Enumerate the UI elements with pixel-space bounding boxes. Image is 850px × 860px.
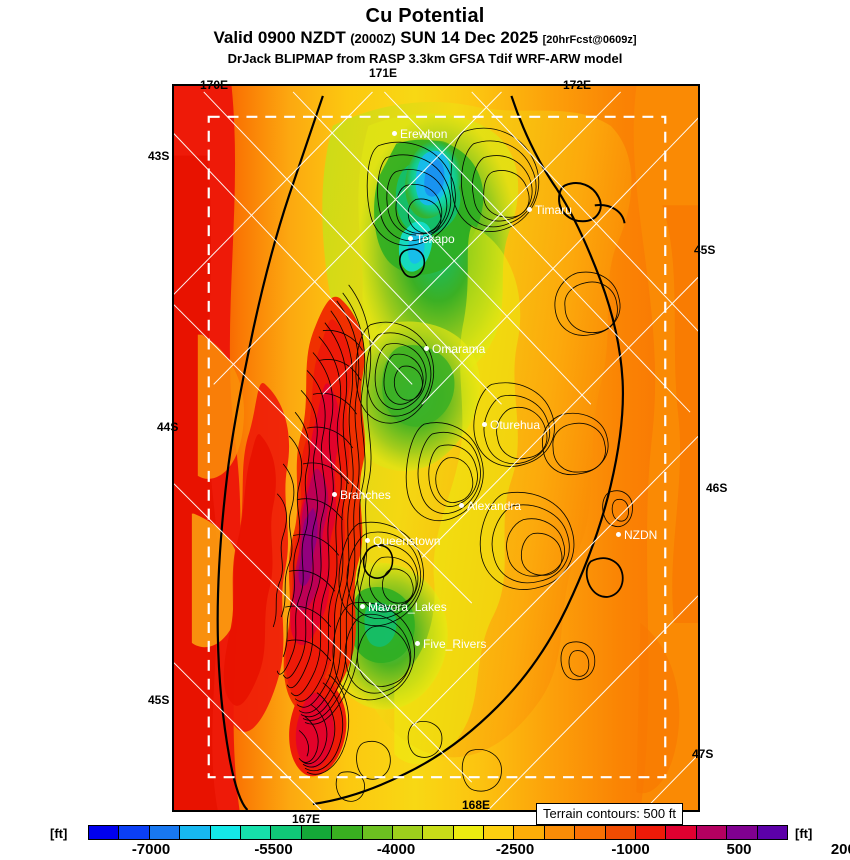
lat-46s-right: 46S [706, 481, 728, 495]
city-dot-icon [392, 130, 397, 136]
lon-167e-bottom: 167E [292, 812, 321, 826]
model-description: DrJack BLIPMAP from RASP 3.3km GFSA Tdif… [227, 51, 623, 66]
colorbar-tick-6: 2000 [830, 841, 850, 858]
city-dot-icon [360, 603, 365, 609]
city-dot-icon [527, 206, 532, 212]
city-label: Timaru [535, 202, 572, 217]
city-marker[interactable]: Alexandra [459, 499, 521, 512]
colorbar-segment-22 [757, 826, 787, 839]
lon-172e-top: 172E [563, 78, 592, 92]
city-marker[interactable]: NZDN [616, 528, 657, 541]
lat-43s-left: 43S [148, 149, 170, 163]
lat-44s-left: 44S [157, 420, 179, 434]
colorbar-tick-5: 500 [726, 841, 752, 858]
city-dot-icon [415, 640, 420, 646]
lat-45s-left: 45S [148, 693, 170, 707]
valid-time-local: Valid 0900 NZDT [213, 28, 346, 47]
city-label: Omarama [432, 341, 486, 356]
city-label: Branches [340, 487, 391, 502]
lon-171e-top: 171E [369, 66, 398, 80]
city-label: NZDN [624, 527, 658, 542]
city-marker[interactable]: Branches [332, 488, 391, 501]
colorbar-tick-1: -5500 [254, 841, 293, 858]
colorbar-segment-11 [423, 826, 454, 839]
city-label: Five_Rivers [423, 636, 487, 651]
colorbar-segment-21 [727, 826, 758, 839]
colorbar-segment-14 [514, 826, 545, 839]
valid-date: SUN 14 Dec 2025 [400, 28, 539, 47]
city-dot-icon [459, 502, 464, 508]
colorbar-scale [88, 825, 788, 840]
lat-45s-right: 45S [694, 243, 716, 257]
colorbar-unit-right: [ft] [795, 826, 813, 841]
city-dot-icon [408, 235, 413, 241]
colorbar-segment-1 [119, 826, 150, 839]
city-marker[interactable]: Erewhon [392, 127, 447, 140]
city-label: Queenstown [373, 533, 441, 548]
valid-time-line: Valid 0900 NZDT (2000Z) SUN 14 Dec 2025 … [0, 28, 850, 50]
colorbar-segment-17 [605, 826, 637, 839]
city-label: Alexandra [467, 498, 522, 513]
colorbar-segment-4 [210, 826, 241, 839]
forecast-map[interactable] [172, 84, 700, 812]
colorbar-segment-5 [240, 826, 272, 839]
map-raster [174, 86, 698, 810]
colorbar-segment-6 [271, 826, 302, 839]
colorbar-segment-10 [392, 826, 424, 839]
colorbar-tick-3: -2500 [495, 841, 535, 858]
lon-170e-top: 170E [200, 78, 229, 92]
colorbar-tick-2: -4000 [376, 841, 416, 858]
colorbar-segment-19 [666, 826, 697, 839]
colorbar-tick-0: -7000 [131, 841, 171, 858]
header: Cu Potential Valid 0900 NZDT (2000Z) SUN… [0, 0, 850, 67]
city-marker[interactable]: Mavora_Lakes [360, 600, 447, 613]
city-marker[interactable]: Queenstown [365, 534, 440, 547]
colorbar-segment-2 [149, 826, 181, 839]
city-dot-icon [424, 345, 429, 351]
city-dot-icon [482, 421, 487, 427]
terrain-contour-legend: Terrain contours: 500 ft [536, 803, 683, 825]
city-label: Mavora_Lakes [368, 599, 447, 614]
page-title: Cu Potential [365, 5, 485, 27]
city-marker[interactable]: Tekapo [408, 232, 455, 245]
colorbar-segment-16 [575, 826, 606, 839]
colorbar-segment-12 [453, 826, 485, 839]
city-label: Oturehua [490, 417, 541, 432]
city-marker[interactable]: Five_Rivers [415, 637, 486, 650]
colorbar-section: [ft] [ft] -7000 -5500 -4000 -2500 -1000 500 20… [0, 822, 850, 860]
city-marker[interactable]: Oturehua [482, 418, 540, 431]
city-dot-icon [332, 491, 337, 497]
city-marker[interactable]: Omarama [424, 342, 485, 355]
colorbar-segment-0 [89, 826, 120, 839]
city-dot-icon [365, 537, 370, 543]
colorbar-segment-8 [332, 826, 363, 839]
colorbar-tick-4: -1000 [611, 841, 650, 858]
forecast-tag: [20hrFcst@0609z] [542, 34, 637, 46]
colorbar-segment-20 [696, 826, 728, 839]
colorbar-segment-9 [362, 826, 393, 839]
colorbar-segment-15 [544, 826, 576, 839]
valid-time-utc: (2000Z) [350, 31, 396, 46]
colorbar-segment-7 [301, 826, 333, 839]
colorbar-segment-13 [484, 826, 515, 839]
lat-47s-right: 47S [692, 747, 714, 761]
lon-168e-bottom: 168E [462, 798, 491, 812]
city-label: Erewhon [400, 126, 448, 141]
city-dot-icon [616, 531, 621, 537]
colorbar-unit-left: [ft] [50, 826, 68, 841]
city-marker[interactable]: Timaru [527, 203, 572, 216]
city-label: Tekapo [416, 231, 455, 246]
colorbar-segment-3 [180, 826, 211, 839]
colorbar-segment-18 [636, 826, 667, 839]
colorbar-tick-labels: -7000 -5500 -4000 -2500 -1000 500 2000 [88, 841, 850, 859]
